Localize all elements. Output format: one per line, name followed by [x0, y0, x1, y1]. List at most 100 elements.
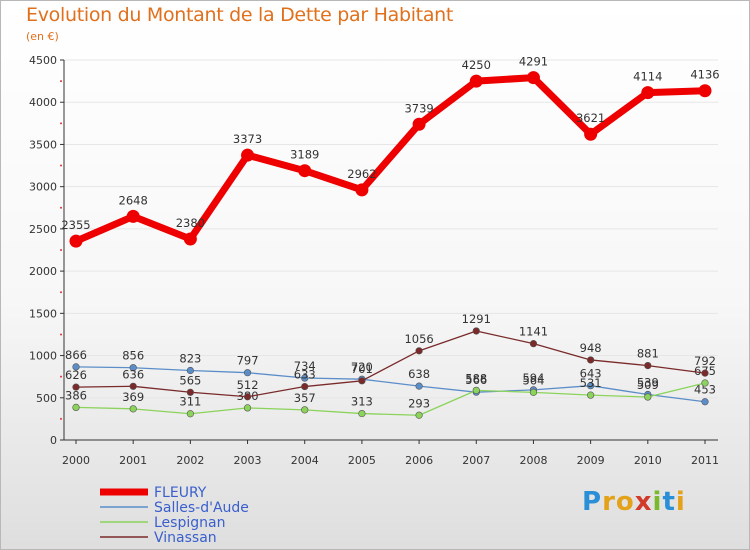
data-point [301, 406, 309, 414]
data-point [412, 117, 426, 131]
y-minor-dot [60, 80, 62, 83]
data-point [415, 411, 423, 419]
data-label: 453 [694, 383, 716, 397]
data-label: 4136 [690, 68, 719, 82]
data-point [587, 382, 595, 390]
data-point [701, 398, 709, 406]
data-point [644, 362, 652, 370]
chart-title: Evolution du Montant de la Dette par Hab… [26, 4, 454, 26]
x-tick-label: 2002 [176, 454, 204, 467]
data-label: 564 [522, 373, 544, 387]
y-tick-label: 1000 [29, 350, 57, 363]
data-point [301, 382, 309, 391]
x-tick-label: 2003 [234, 454, 262, 467]
data-point [301, 374, 309, 382]
data-point [129, 364, 137, 372]
data-label: 797 [237, 354, 259, 368]
data-label: 4114 [633, 70, 662, 84]
data-point [243, 393, 252, 401]
data-point [243, 404, 252, 412]
legend-label: Lespignan [154, 515, 225, 531]
data-point [701, 369, 709, 377]
x-tick-label: 2006 [405, 454, 433, 467]
data-label: 626 [65, 368, 87, 382]
data-label: 531 [580, 376, 602, 390]
data-point [644, 393, 652, 401]
data-point [587, 356, 595, 364]
data-label: 2380 [176, 216, 205, 230]
data-point [129, 405, 137, 413]
y-tick-label: 4000 [29, 96, 57, 109]
data-label: 638 [408, 367, 430, 381]
data-label: 633 [294, 368, 316, 382]
y-minor-dot [60, 164, 62, 167]
data-label: 509 [637, 378, 659, 392]
data-point [584, 127, 598, 141]
data-point [472, 327, 480, 335]
y-tick-label: 2500 [29, 223, 57, 236]
data-label: 357 [294, 391, 316, 405]
y-tick-label: 3500 [29, 138, 57, 151]
y-tick-label: 4500 [29, 54, 57, 67]
data-label: 293 [408, 396, 430, 410]
data-label: 588 [465, 371, 487, 385]
x-tick-label: 2005 [348, 454, 376, 467]
data-point [415, 382, 423, 390]
y-tick-label: 500 [36, 392, 57, 405]
data-label: 792 [694, 354, 716, 368]
data-label: 565 [179, 373, 201, 387]
data-label: 1141 [519, 325, 548, 339]
data-label: 720 [351, 360, 373, 374]
y-minor-dot [60, 249, 62, 251]
data-point [701, 379, 709, 387]
legend-label: Salles-d'Aude [154, 500, 249, 516]
y-minor-dot [60, 417, 62, 420]
y-minor-dot [60, 375, 62, 378]
data-label: 3739 [404, 101, 433, 115]
data-point [358, 409, 366, 418]
data-point [526, 71, 540, 85]
chart-subtitle: (en €) [26, 30, 59, 43]
data-point [469, 74, 483, 88]
data-point [186, 410, 194, 418]
data-label: 701 [351, 362, 373, 376]
data-point [129, 382, 137, 390]
data-point [529, 340, 538, 348]
y-minor-dot [60, 291, 62, 294]
x-tick-label: 2000 [62, 454, 90, 467]
data-label: 823 [179, 352, 201, 366]
data-label: 2355 [61, 218, 90, 232]
x-tick-label: 2001 [119, 454, 147, 467]
data-label: 594 [522, 371, 544, 385]
proxiti-logo: Proxiti [582, 487, 686, 517]
data-label: 3373 [233, 132, 262, 146]
data-label: 3621 [576, 111, 605, 125]
x-tick-label: 2007 [462, 454, 490, 467]
data-label: 4291 [519, 55, 548, 69]
data-point [641, 86, 655, 100]
data-point [529, 388, 538, 396]
series-line-salles-d-aude [75, 366, 706, 403]
data-point [183, 232, 197, 246]
x-tick-label: 2010 [634, 454, 662, 467]
y-minor-dot [60, 206, 62, 209]
data-label: 643 [580, 367, 602, 381]
data-label: 734 [294, 359, 316, 373]
data-label: 636 [122, 367, 144, 381]
x-tick-label: 2011 [691, 454, 719, 467]
data-point [72, 363, 80, 371]
data-point [415, 347, 423, 355]
y-minor-dot [60, 122, 62, 125]
data-label: 566 [465, 373, 487, 387]
data-point [243, 369, 252, 377]
legend-label: Vinassan [154, 530, 217, 546]
data-point [69, 234, 83, 248]
data-point [698, 84, 712, 98]
data-label: 1056 [404, 332, 433, 346]
series-line-fleury [74, 74, 706, 245]
data-label: 1291 [462, 312, 491, 326]
data-label: 866 [65, 348, 87, 362]
data-label: 4250 [462, 58, 491, 72]
